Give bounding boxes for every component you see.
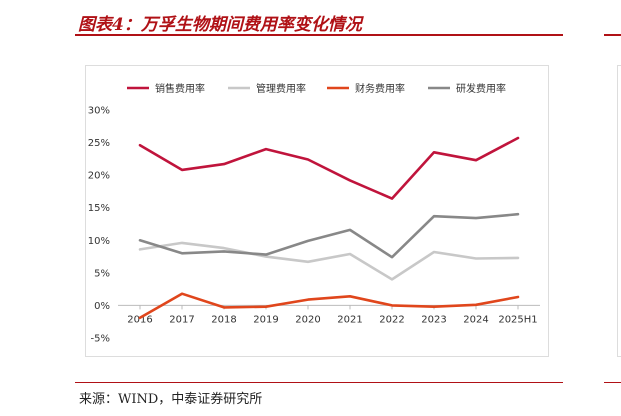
series-line-2 [138,241,520,281]
series-line-3 [138,292,520,320]
legend-label: 财务费用率 [355,82,405,95]
source-note: 来源：WIND，中泰证券研究所 [79,392,263,407]
legend-label: 管理费用率 [256,82,306,95]
legend-label: 销售费用率 [155,82,205,95]
x-tick-label: 2023 [421,314,446,325]
source-rule [75,382,563,383]
chart-legend: 销售费用率 管理费用率 财务费用率 研发费用率 [127,82,506,95]
x-tick-label: 2018 [211,314,236,325]
title-rule [75,34,563,36]
title-rule-right [604,34,621,36]
y-tick-label: 5% [94,268,110,279]
x-axis: 2016 2017 2018 2019 2020 2021 2022 2023 2024 2025… [118,304,540,325]
y-tick-label: 20% [88,171,110,182]
x-tick-label: 2021 [337,314,362,325]
x-tick-label: 2019 [253,314,278,325]
y-tick-label: 10% [88,236,110,247]
adjacent-chart-frame [617,65,621,357]
chart-frame [85,65,549,357]
series-line-4 [138,212,520,259]
source-rule-right [604,382,621,383]
x-tick-label: 2025H1 [498,314,537,325]
figure-title: 图表4：万孚生物期间费用率变化情况 [78,15,362,35]
chart-series [138,136,520,320]
x-tick-label: 2016 [127,314,152,325]
y-tick-label: -5% [91,334,110,345]
x-tick-label: 2020 [295,314,320,325]
y-tick-label: 0% [94,301,110,312]
y-tick-label: 25% [88,138,110,149]
y-tick-label: 15% [88,203,110,214]
x-tick-label: 2017 [169,314,194,325]
series-line-1 [138,136,520,200]
y-axis: -5% 0% 5% 10% 15% 20% 25% 30% [88,106,110,345]
x-tick-label: 2022 [379,314,404,325]
y-tick-label: 30% [88,106,110,117]
x-tick-label: 2024 [463,314,488,325]
legend-label: 研发费用率 [456,82,506,95]
